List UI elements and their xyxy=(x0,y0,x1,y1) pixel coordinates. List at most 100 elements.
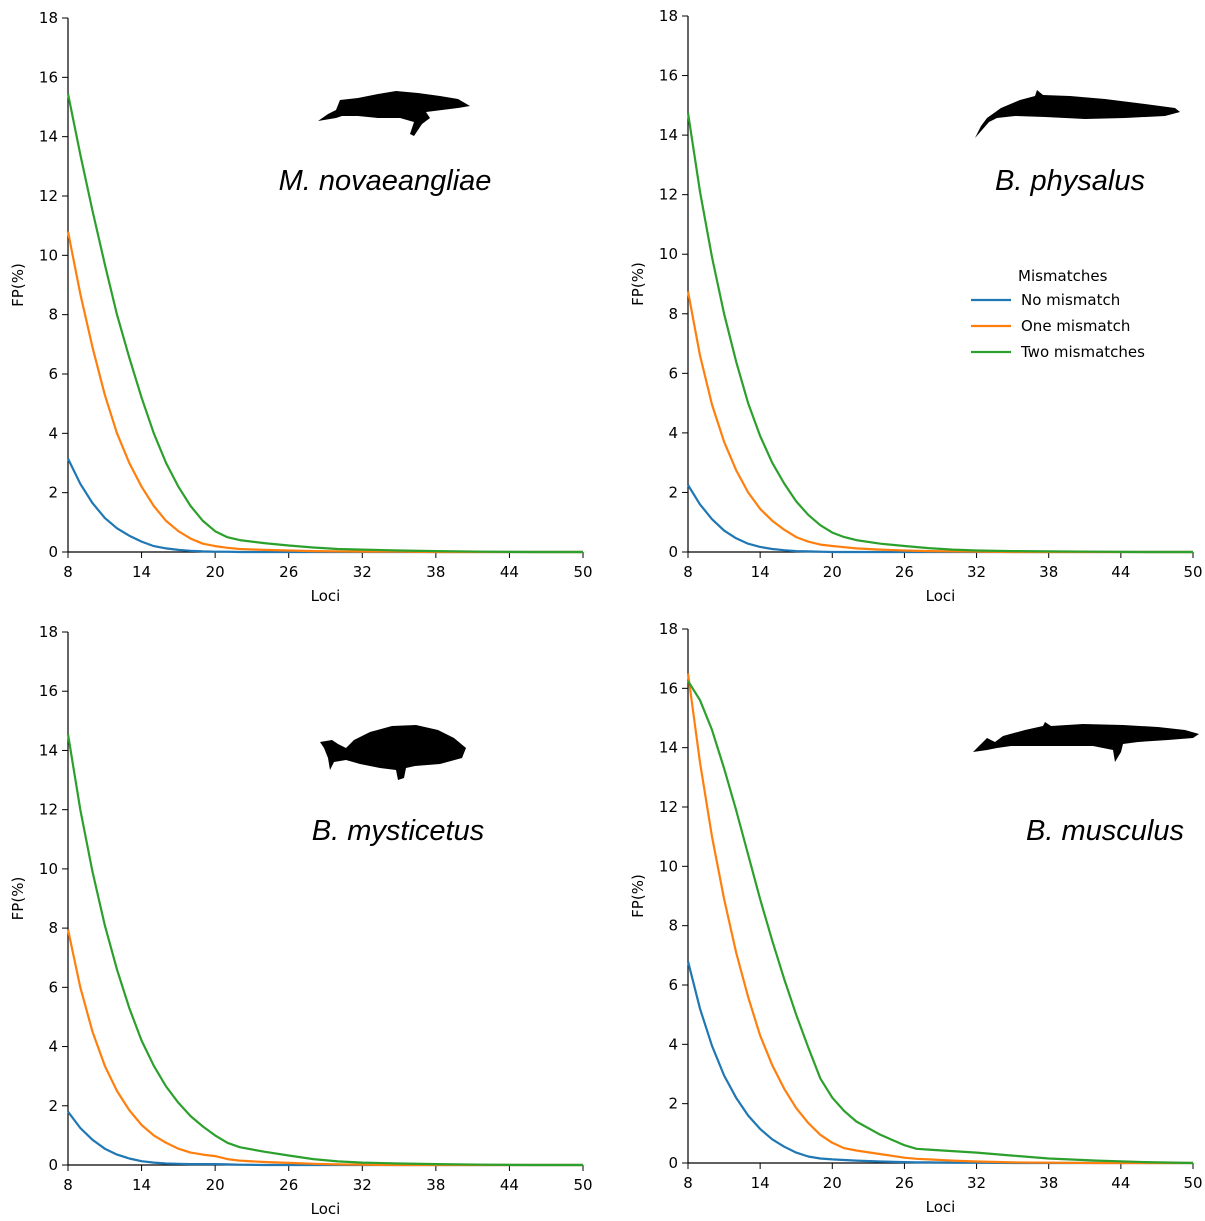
x-axis-label: Loci xyxy=(926,587,956,605)
series-line-two-mismatches xyxy=(66,734,583,1167)
x-tick-label: 8 xyxy=(63,563,73,581)
whale-humpback-icon xyxy=(318,91,470,136)
y-tick-label: 16 xyxy=(659,67,678,85)
x-tick-label: 26 xyxy=(895,563,914,581)
y-tick-label: 18 xyxy=(659,7,678,25)
y-tick-label: 8 xyxy=(668,305,678,323)
species-label: B. physalus xyxy=(995,165,1145,197)
x-tick-label: 26 xyxy=(279,563,298,581)
y-tick-label: 14 xyxy=(39,741,58,759)
x-tick-label: 20 xyxy=(823,563,842,581)
x-tick-label: 44 xyxy=(1111,1174,1130,1192)
y-tick-label: 2 xyxy=(668,483,678,501)
x-tick-label: 38 xyxy=(1039,563,1058,581)
x-tick-label: 20 xyxy=(206,1176,225,1194)
y-tick-label: 2 xyxy=(48,1097,58,1115)
series-lines xyxy=(66,93,583,554)
series-line-no-mismatch xyxy=(67,458,583,554)
x-tick-label: 8 xyxy=(683,1174,693,1192)
series-line-two-mismatches xyxy=(686,112,1193,554)
y-tick-label: 12 xyxy=(659,798,678,816)
x-tick-label: 44 xyxy=(500,563,519,581)
y-tick-label: 10 xyxy=(39,246,58,264)
y-tick-label: 8 xyxy=(668,917,678,935)
legend-label-two-mismatches: Two mismatches xyxy=(1020,343,1145,361)
y-tick-label: 12 xyxy=(659,186,678,204)
y-tick-label: 14 xyxy=(39,128,58,146)
species-label: B. musculus xyxy=(1026,815,1184,847)
y-tick-label: 4 xyxy=(668,424,678,442)
chart-svg: 0 2 4 6 8 10 12 14 16 18 8 14 20 26 32 38 44 50 Loci FP(%) B… xyxy=(629,620,1203,1216)
x-tick-label: 14 xyxy=(132,563,151,581)
axes: 0 2 4 6 8 10 12 14 16 18 8 14 20 26 32 38 44 50 xyxy=(39,623,593,1194)
x-tick-label: 20 xyxy=(823,1174,842,1192)
y-axis-label: FP(%) xyxy=(629,874,647,918)
y-tick-label: 16 xyxy=(39,68,58,86)
x-tick-label: 8 xyxy=(63,1176,73,1194)
x-tick-label: 38 xyxy=(426,563,445,581)
x-tick-label: 44 xyxy=(1111,563,1130,581)
y-tick-label: 4 xyxy=(668,1035,678,1053)
legend-label-no-mismatch: No mismatch xyxy=(1021,291,1120,309)
y-tick-label: 8 xyxy=(48,919,58,937)
x-tick-label: 8 xyxy=(683,563,693,581)
x-tick-label: 14 xyxy=(132,1176,151,1194)
y-tick-label: 0 xyxy=(668,1154,678,1172)
x-tick-label: 50 xyxy=(1183,1174,1202,1192)
x-tick-label: 14 xyxy=(751,1174,770,1192)
series-line-one-mismatch xyxy=(66,929,583,1167)
y-tick-label: 10 xyxy=(659,245,678,263)
x-axis-label: Loci xyxy=(926,1198,956,1216)
x-tick-label: 32 xyxy=(967,1174,986,1192)
series-lines xyxy=(686,112,1193,554)
y-tick-label: 0 xyxy=(668,543,678,561)
chart-panel-b-physalus: 0 2 4 6 8 10 12 14 16 18 8 14 20 26 32 38 44 50 Loci FP(%) B… xyxy=(605,0,1205,610)
x-tick-label: 26 xyxy=(895,1174,914,1192)
chart-svg: 0 2 4 6 8 10 12 14 16 18 8 14 20 26 32 38 44 50 Loci FP(%) B… xyxy=(629,7,1203,605)
y-tick-label: 10 xyxy=(39,860,58,878)
y-tick-label: 12 xyxy=(39,801,58,819)
y-tick-label: 4 xyxy=(48,1038,58,1056)
chart-panel-b-mysticetus: 0 2 4 6 8 10 12 14 16 18 8 14 20 26 32 38 44 50 Loci FP(%) B… xyxy=(0,612,600,1218)
x-tick-label: 50 xyxy=(1183,563,1202,581)
series-line-two-mismatches xyxy=(687,680,1194,1165)
y-tick-label: 6 xyxy=(668,364,678,382)
species-label: B. mysticetus xyxy=(312,815,484,847)
y-tick-label: 0 xyxy=(48,543,58,561)
series-lines xyxy=(686,673,1194,1165)
y-tick-label: 16 xyxy=(659,679,678,697)
series-line-no-mismatch xyxy=(686,961,1193,1165)
y-tick-label: 2 xyxy=(668,1095,678,1113)
y-tick-label: 6 xyxy=(48,978,58,996)
y-tick-label: 2 xyxy=(48,484,58,502)
x-tick-label: 38 xyxy=(1039,1174,1058,1192)
x-tick-label: 32 xyxy=(967,563,986,581)
x-tick-label: 44 xyxy=(500,1176,519,1194)
series-lines xyxy=(66,734,583,1167)
y-tick-label: 14 xyxy=(659,126,678,144)
y-tick-label: 10 xyxy=(659,857,678,875)
x-tick-label: 32 xyxy=(353,1176,372,1194)
y-tick-label: 12 xyxy=(39,187,58,205)
legend-title: Mismatches xyxy=(1018,267,1108,285)
whale-fin-icon xyxy=(975,90,1180,138)
x-tick-label: 14 xyxy=(751,563,770,581)
axes: 0 2 4 6 8 10 12 14 16 18 8 14 20 26 32 38 44 50 xyxy=(659,620,1203,1192)
y-axis-label: FP(%) xyxy=(9,877,27,921)
whale-blue-icon xyxy=(973,722,1199,762)
legend: Mismatches No mismatch One mismatch Two mis… xyxy=(971,267,1145,361)
axes: 0 2 4 6 8 10 12 14 16 18 8 14 20 26 32 38 44 50 xyxy=(659,7,1203,581)
series-line-one-mismatch xyxy=(686,673,1193,1165)
axes: 0 2 4 6 8 10 12 14 16 18 8 14 20 26 32 38 44 50 xyxy=(39,9,593,581)
y-tick-label: 8 xyxy=(48,306,58,324)
y-axis-label: FP(%) xyxy=(9,263,27,307)
x-axis-label: Loci xyxy=(311,587,341,605)
y-tick-label: 18 xyxy=(39,9,58,27)
series-line-no-mismatch xyxy=(687,484,1193,554)
chart-svg: 0 2 4 6 8 10 12 14 16 18 8 14 20 26 32 38 44 50 Loci FP(%) M… xyxy=(9,9,593,605)
x-tick-label: 32 xyxy=(353,563,372,581)
chart-panel-b-musculus: 0 2 4 6 8 10 12 14 16 18 8 14 20 26 32 38 44 50 Loci FP(%) B… xyxy=(605,612,1205,1217)
y-tick-label: 18 xyxy=(39,623,58,641)
chart-panel-m-novaeangliae: 0 2 4 6 8 10 12 14 16 18 8 14 20 26 32 38 44 50 Loci FP(%) M… xyxy=(0,0,600,610)
x-axis-label: Loci xyxy=(311,1200,341,1217)
